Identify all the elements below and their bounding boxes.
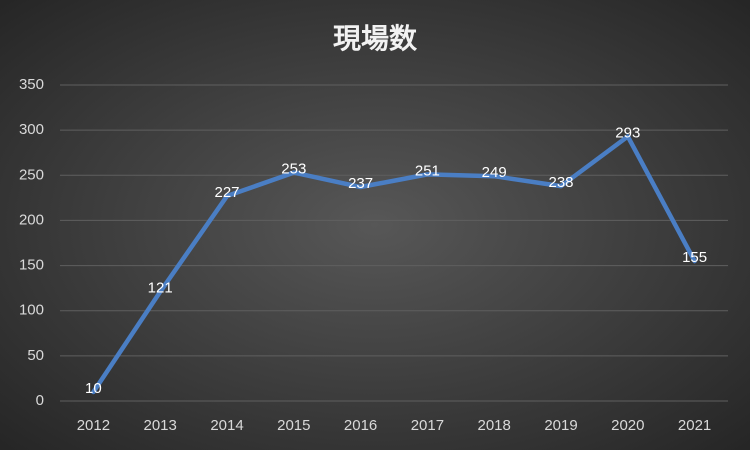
- x-tick-label: 2012: [77, 417, 110, 434]
- data-label: 121: [148, 280, 173, 297]
- y-tick-label: 200: [19, 211, 44, 228]
- data-label: 10: [85, 380, 102, 397]
- chart-title: 現場数: [333, 22, 418, 55]
- x-tick-label: 2016: [344, 417, 377, 434]
- x-tick-label: 2014: [210, 417, 243, 434]
- y-tick-label: 300: [19, 121, 44, 138]
- y-tick-label: 100: [19, 302, 44, 319]
- y-tick-label: 250: [19, 166, 44, 183]
- line: [91, 134, 697, 395]
- x-tick-label: 2015: [277, 417, 310, 434]
- data-label: 227: [214, 184, 239, 201]
- data-label: 293: [615, 124, 640, 141]
- x-tick-label: 2020: [611, 417, 644, 434]
- data-label: 238: [548, 174, 573, 191]
- data-label: 249: [482, 164, 507, 181]
- data-label: 237: [348, 175, 373, 192]
- x-tick-label: 2017: [411, 417, 444, 434]
- data-label: 251: [415, 162, 440, 179]
- x-tick-label: 2021: [678, 417, 711, 434]
- x-tick-label: 2013: [144, 417, 177, 434]
- data-label: 253: [281, 161, 306, 178]
- data-label: 155: [682, 249, 707, 266]
- y-tick-label: 350: [19, 76, 44, 93]
- x-tick-label: 2019: [544, 417, 577, 434]
- y-tick-label: 50: [27, 347, 44, 364]
- y-tick-label: 0: [36, 392, 44, 409]
- x-tick-label: 2018: [478, 417, 511, 434]
- y-tick-label: 150: [19, 257, 44, 274]
